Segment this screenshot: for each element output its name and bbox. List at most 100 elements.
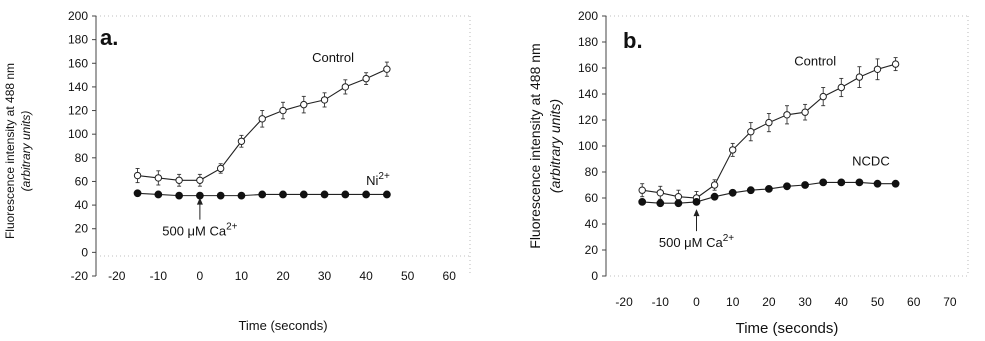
chart-panel-a: -20 0 20 40 60 80 100 120 140 160 180 200 -20 -10 0 10 2…	[3, 9, 471, 333]
data-point-filled	[891, 179, 900, 188]
data-point-open	[133, 171, 142, 180]
y-tick-label: 200	[68, 9, 88, 23]
y-axis-sublabel: (arbitrary units)	[547, 99, 563, 193]
data-point-filled	[175, 191, 184, 200]
y-tick-label: 200	[578, 9, 598, 23]
data-point-filled	[674, 199, 683, 208]
x-tick-label: 20	[276, 269, 290, 283]
x-axis-label: Time (seconds)	[736, 320, 839, 337]
y-tick-label: 60	[585, 191, 599, 205]
data-point-open	[783, 111, 791, 119]
data-point-filled	[783, 182, 791, 191]
data-point-filled	[320, 190, 329, 199]
data-point-open	[196, 176, 204, 184]
annotation-label-main: 500 μM Ca	[659, 235, 724, 250]
data-point-open	[674, 193, 683, 201]
data-point-open	[729, 146, 737, 154]
data-point-filled	[154, 190, 163, 199]
data-point-open	[801, 108, 809, 116]
annotation-label: 500 μM Ca2+	[162, 222, 237, 239]
data-point-open	[873, 65, 882, 74]
series-label: Control	[794, 53, 836, 68]
x-tick-label: 60	[907, 295, 921, 309]
y-axis-label: Fluorescence intensity at 488 nm	[527, 43, 543, 248]
annotation-arrow-head	[693, 209, 700, 217]
x-tick-label: 20	[762, 295, 776, 309]
y-axis-sublabel: (arbitrary units)	[19, 111, 33, 192]
data-point-filled	[133, 189, 142, 198]
y-tick-label: 60	[75, 174, 89, 188]
data-point-open	[154, 174, 163, 182]
data-point-filled	[819, 178, 828, 187]
y-tick-label: 180	[68, 33, 88, 47]
data-point-filled	[299, 190, 308, 199]
series-label: Ni2+	[366, 171, 390, 188]
x-tick-label: 30	[798, 295, 812, 309]
data-point-filled	[258, 190, 267, 199]
annotation-label: 500 μM Ca2+	[659, 233, 734, 250]
data-point-open	[855, 73, 864, 81]
series-label-main: NCDC	[852, 154, 890, 169]
data-point-open	[237, 137, 246, 145]
y-tick-label: 140	[578, 87, 598, 101]
x-tick-label: 70	[943, 295, 957, 309]
x-tick-label: -20	[108, 269, 126, 283]
data-point-open	[362, 74, 370, 83]
x-tick-label: 0	[197, 269, 204, 283]
data-point-filled	[765, 185, 773, 193]
data-point-open	[383, 65, 391, 73]
data-point-open	[279, 106, 287, 115]
panel-label: a.	[100, 25, 118, 50]
series-label-main: Control	[794, 53, 836, 68]
x-tick-label: 10	[235, 269, 249, 283]
annotation-label-sup: 2+	[723, 233, 735, 244]
annotation-label-sup: 2+	[226, 222, 238, 233]
y-tick-label: 160	[68, 56, 88, 70]
x-tick-label: -20	[615, 295, 633, 309]
data-point-filled	[801, 181, 809, 189]
y-tick-label: 180	[578, 35, 598, 49]
series-control: Control	[133, 50, 391, 187]
data-point-open	[300, 100, 308, 109]
data-point-open	[216, 164, 225, 173]
series-label-main: Ni	[366, 173, 378, 188]
x-axis-label: Time (seconds)	[238, 318, 327, 333]
data-point-filled	[837, 178, 846, 187]
data-point-open	[819, 92, 827, 101]
y-tick-label: 100	[68, 127, 88, 141]
series-ni: Ni2+	[133, 171, 391, 200]
data-point-open	[765, 118, 773, 127]
data-point-open	[747, 128, 755, 136]
data-point-filled	[638, 198, 647, 206]
y-tick-label: 120	[68, 104, 88, 118]
data-point-filled	[216, 191, 225, 200]
chart-panel-b: 0 20 40 60 80 100 120 140 160 180 200 -20 -10 0 10 20 30…	[527, 9, 969, 337]
y-tick-label: 0	[81, 245, 88, 259]
x-tick-label: 40	[359, 269, 373, 283]
y-tick-label: 100	[578, 139, 598, 153]
y-tick-label: 20	[585, 243, 599, 257]
y-tick-label: 120	[578, 113, 598, 127]
x-tick-label: 50	[871, 295, 885, 309]
data-point-filled	[710, 192, 719, 201]
series-ncdc: NCDC	[638, 154, 900, 208]
annotation-label-main: 500 μM Ca	[162, 224, 227, 239]
x-tick-label: 50	[401, 269, 415, 283]
y-tick-label: 0	[591, 269, 598, 283]
series-label-main: Control	[312, 50, 354, 65]
data-point-open	[175, 176, 183, 184]
data-point-filled	[237, 191, 246, 200]
series-label: Control	[312, 50, 354, 65]
data-point-filled	[692, 198, 701, 206]
data-point-filled	[855, 178, 864, 187]
x-tick-label: -10	[150, 269, 168, 283]
data-point-filled	[873, 179, 882, 188]
data-point-filled	[362, 190, 371, 199]
data-point-open	[710, 181, 719, 189]
series-control: Control	[638, 53, 900, 205]
data-point-filled	[746, 186, 755, 195]
y-tick-label: 160	[578, 61, 598, 75]
data-point-filled	[656, 199, 665, 208]
y-tick-label: 80	[585, 165, 599, 179]
panel-label: b.	[623, 28, 643, 53]
